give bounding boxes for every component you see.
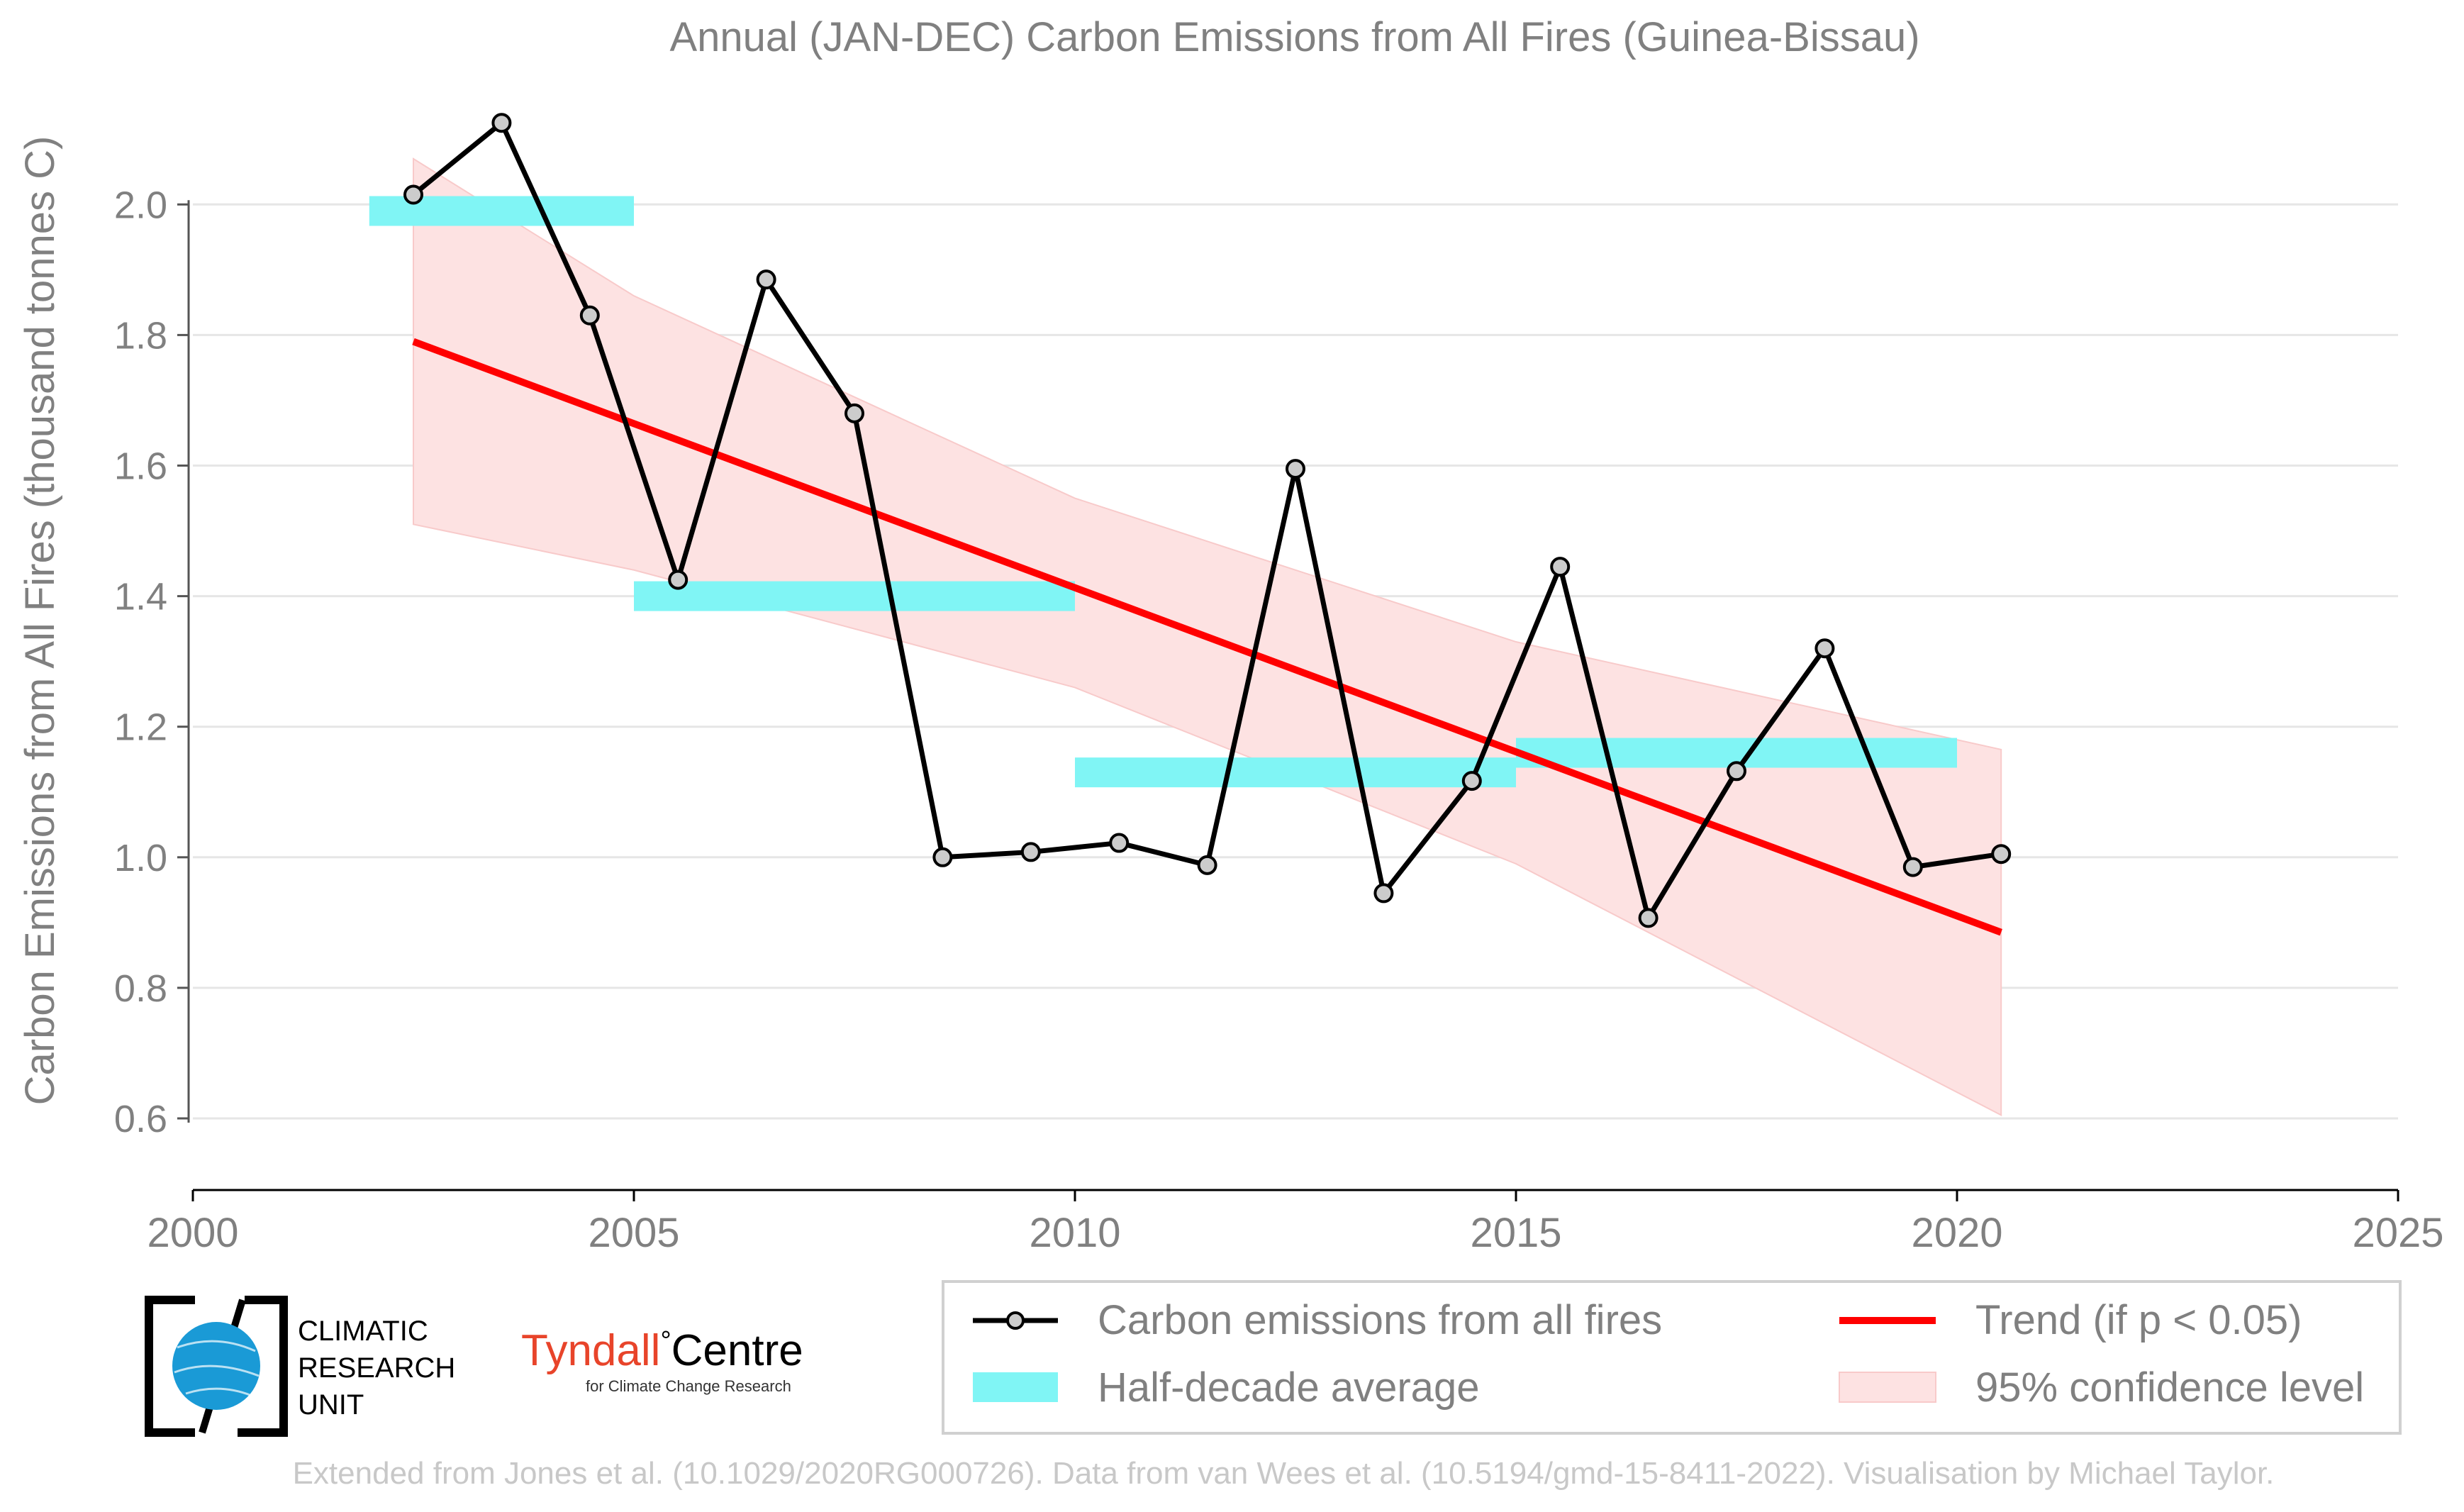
x-tick-label-5: 2025 [2352,1210,2443,1256]
y-tick-label-6: 1.8 [114,314,167,357]
x-axis: 2000 2005 2010 2015 2020 2025 [147,1189,2444,1256]
emissions-series-layer [403,113,2012,928]
emissions-point-1 [491,113,512,133]
cru-logo-bracket-left [145,1296,195,1437]
trend-layer [412,338,2002,936]
half-decade-bar-1 [634,581,1075,611]
emissions-point-15 [1727,761,1746,782]
emissions-point-8 [1109,833,1130,853]
emissions-point-16 [1814,638,1835,659]
y-tick-label-1: 0.8 [114,967,167,1010]
y-axis: 0.6 0.8 1.0 1.2 1.4 1.6 1.8 2.0 [114,184,190,1140]
legend-swatch-half-decade [973,1372,1058,1402]
emissions-point-14 [1638,908,1659,928]
legend-label-trend: Trend (if p < 0.05) [1975,1297,2302,1343]
footer-credit: Extended from Jones et al. (10.1029/2020… [293,1456,2275,1491]
emissions-point-17 [1902,857,1923,877]
y-tick-label-4: 1.4 [114,576,167,618]
emissions-point-7 [1020,842,1041,862]
y-axis-label: Carbon Emissions from All Fires (thousan… [17,136,63,1106]
cru-logo-line-1: CLIMATIC [298,1316,428,1347]
emissions-point-4 [756,269,776,290]
legend-box [942,1280,2402,1435]
legend-swatch-emissions-marker [1006,1311,1025,1330]
tyndall-logo: Tyndall°Centre for Climate Change Resear… [521,1326,803,1395]
emissions-point-2 [579,305,600,326]
y-tick-label-2: 1.0 [114,837,167,879]
y-tick-label-0: 0.6 [114,1098,167,1140]
cru-logo: CLIMATIC RESEARCH UNIT [145,1296,455,1437]
emissions-point-11 [1373,883,1394,904]
x-tick-label-0: 2000 [147,1210,238,1256]
emissions-point-12 [1461,771,1482,791]
tyndall-logo-name: Tyndall°Centre [521,1326,803,1375]
legend-label-confidence: 95% confidence level [1975,1364,2364,1411]
legend: Carbon emissions from all fires Half-dec… [942,1280,2402,1435]
emissions-point-5 [844,403,864,423]
cru-logo-bracket-right [238,1296,288,1437]
emissions-point-6 [932,847,953,867]
x-tick-label-2: 2010 [1029,1210,1120,1256]
emissions-point-10 [1286,459,1305,479]
legend-label-half-decade: Half-decade average [1098,1364,1479,1411]
legend-label-emissions: Carbon emissions from all fires [1098,1297,1662,1343]
trend-line [412,338,2002,936]
emissions-point-9 [1197,855,1217,875]
y-tick-label-3: 1.2 [114,706,167,749]
cru-logo-line-3: UNIT [298,1389,364,1421]
y-tick-label-5: 1.6 [114,445,167,488]
tyndall-logo-tagline: for Climate Change Research [586,1377,791,1395]
emissions-point-0 [403,184,423,205]
emissions-point-3 [668,569,689,590]
half-decade-bar-2 [1075,757,1516,788]
cru-logo-line-2: RESEARCH [298,1352,455,1384]
x-tick-label-4: 2020 [1911,1210,2002,1256]
emissions-point-13 [1550,557,1571,577]
y-tick-label-7: 2.0 [114,184,167,226]
emissions-point-18 [1991,844,2012,865]
legend-swatch-confidence [1839,1372,1936,1403]
x-tick-label-1: 2005 [588,1210,679,1256]
chart-title: Annual (JAN-DEC) Carbon Emissions from A… [669,14,1919,60]
x-tick-label-3: 2015 [1470,1210,1561,1256]
globe-icon-lines [174,1340,260,1397]
